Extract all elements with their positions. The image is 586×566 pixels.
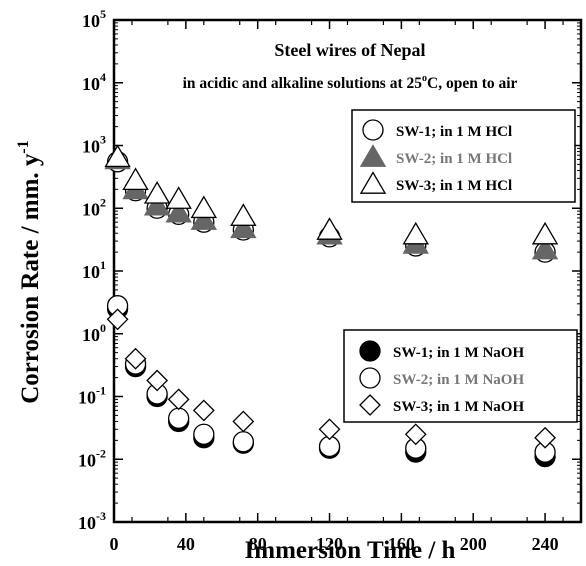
data-point-series-3	[230, 203, 257, 226]
y-tick-label: 104	[82, 70, 106, 94]
y-tick-label: 105	[82, 7, 106, 31]
data-point-series-6	[124, 347, 147, 370]
y-axis-label-main: Corrosion Rate / mm. y	[17, 153, 44, 404]
x-tick-label: 0	[110, 534, 119, 554]
chart-subtitle-main: in acidic and alkaline solutions at 25	[183, 75, 423, 92]
legend-marker-series-5	[359, 367, 381, 389]
data-point-series-6	[534, 426, 556, 449]
data-point-series-3	[402, 221, 429, 245]
data-point-series-6	[167, 388, 190, 411]
data-point-series-3	[190, 195, 218, 219]
legend-label-series-1: SW-1; in 1 M HCl	[396, 124, 512, 140]
chart-subtitle-superscript: o	[422, 73, 427, 84]
data-point-series-3	[122, 167, 149, 191]
data-point-series-5	[193, 423, 215, 445]
x-axis-label: Immersion Time / h	[245, 537, 456, 564]
data-point-series-6	[146, 369, 169, 392]
legend-marker-series-3	[359, 171, 387, 194]
legend-label-series-2: SW-2; in 1 M HCl	[396, 151, 512, 167]
x-tick-label: 40	[177, 534, 195, 554]
x-tick-label: 200	[460, 534, 487, 554]
data-point-series-2	[531, 236, 559, 260]
legend-label-series-5: SW-2; in 1 M NaOH	[393, 372, 524, 388]
y-tick-label: 103	[82, 133, 106, 157]
data-point-series-3	[143, 180, 171, 204]
axis-ticks	[113, 19, 581, 523]
legend-label-series-4: SW-1; in 1 M NaOH	[393, 345, 524, 361]
y-tick-label: 10-2	[78, 446, 106, 470]
y-tick-label: 10-1	[78, 384, 106, 408]
x-tick-labels: 0 40 80 120 160 200 240	[110, 534, 559, 554]
legend-hcl-box	[351, 109, 576, 203]
legend-marker-series-6	[359, 394, 381, 416]
y-tick-label: 100	[82, 321, 106, 345]
x-tick-label: 240	[532, 534, 559, 554]
data-point-series-6	[232, 410, 255, 433]
data-point-series-6	[192, 399, 215, 422]
x-tick-label: 120	[316, 534, 343, 554]
data-point-series-2	[230, 215, 257, 239]
y-tick-label: 102	[82, 195, 106, 219]
data-point-series-3	[316, 217, 343, 240]
legend-label-series-3: SW-3; in 1 M HCl	[396, 178, 512, 194]
plot-frame	[112, 18, 583, 524]
y-tick-label: 10-3	[78, 509, 106, 533]
data-point-series-3	[165, 186, 192, 209]
y-axis-label-superscript: -1	[15, 140, 32, 153]
legend-marker-series-2	[359, 144, 387, 167]
data-point-series-6	[106, 308, 129, 331]
chart-title: Steel wires of Nepal	[274, 40, 425, 60]
chart-subtitle: in acidic and alkaline solutions at 25oC…	[183, 73, 518, 92]
data-point-series-5	[168, 407, 190, 429]
data-point-series-2	[165, 199, 192, 223]
data-point-series-2	[190, 207, 218, 230]
x-tick-label: 80	[249, 534, 267, 554]
data-point-series-3	[104, 144, 131, 168]
y-tick-labels: 10-3 10-2 10-1 100 101 102 103 104 105	[78, 7, 106, 533]
legend-naoh: SW-1; in 1 M NaOH SW-2; in 1 M NaOH SW-3; …	[343, 329, 578, 423]
y-tick-label: 101	[82, 258, 106, 282]
legend-hcl: SW-1; in 1 M HCl SW-2; in 1 M HCl SW-3; in…	[351, 109, 576, 203]
x-tick-label: 160	[388, 534, 415, 554]
legend-naoh-box	[343, 329, 578, 423]
data-point-series-6	[318, 418, 341, 441]
data-point-series-3	[531, 221, 559, 245]
legend-label-series-6: SW-3; in 1 M NaOH	[393, 399, 524, 415]
data-point-series-5	[232, 431, 254, 453]
data-point-series-6	[404, 423, 427, 446]
legend-marker-series-1	[362, 119, 384, 141]
chart-subtitle-tail: C, open to air	[427, 75, 518, 92]
data-markers	[104, 144, 559, 468]
y-axis-label: Corrosion Rate / mm. y-1	[15, 140, 44, 404]
data-point-series-2	[143, 192, 171, 216]
legend-marker-series-4	[359, 340, 381, 362]
